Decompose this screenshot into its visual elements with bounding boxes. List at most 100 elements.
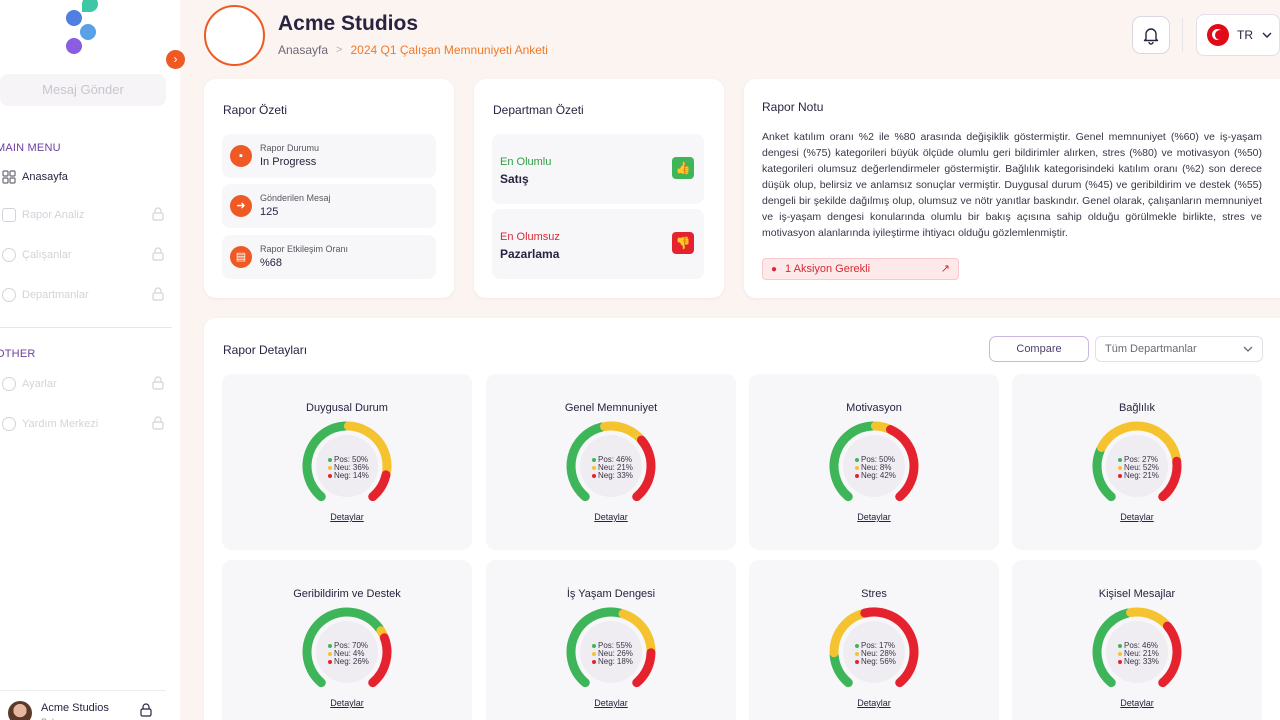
legend-neu: Neu: 21% bbox=[592, 464, 633, 472]
legend-label: Pos: bbox=[598, 455, 615, 464]
report-summary-card: Rapor Özeti ▪ Rapor Durumu In Progress ➜… bbox=[204, 79, 454, 298]
gauge-legend: Pos: 55% Neu: 26% Neg: 18% bbox=[592, 642, 633, 666]
summary-item-engagement: ▤ Rapor Etkileşim Oranı %68 bbox=[222, 235, 436, 279]
gauge-title: Duygusal Durum bbox=[306, 402, 388, 414]
gauge-arc-positive bbox=[302, 421, 351, 502]
legend-neg: Neg: 33% bbox=[1118, 658, 1159, 666]
user-profile[interactable]: Acme Studios Bale bbox=[0, 690, 166, 720]
notifications-button[interactable] bbox=[1132, 16, 1170, 54]
sidebar-item-anasayfa[interactable]: Anasayfa bbox=[0, 166, 172, 188]
chevron-down-icon bbox=[1262, 32, 1272, 38]
gauge-card: Genel Memnuniyet Pos: 46% Neu: 21% Neg: 33% Det… bbox=[486, 374, 736, 550]
report-details-card: Rapor Detayları Compare Tüm Departmanlar… bbox=[204, 318, 1280, 720]
legend-pos: Pos: 46% bbox=[1118, 642, 1159, 650]
sidebar-item-label: Departmanlar bbox=[22, 289, 89, 301]
legend-neu: Neu: 36% bbox=[328, 464, 369, 472]
sidebar-item-departmanlar[interactable]: Departmanlar bbox=[0, 284, 172, 306]
legend-dot-neu bbox=[328, 466, 332, 470]
legend-value: 33% bbox=[1142, 657, 1159, 666]
sidebar-item-label: Ayarlar bbox=[22, 378, 57, 390]
details-link[interactable]: Detaylar bbox=[857, 698, 891, 708]
sidebar-item-rapor-analiz[interactable]: Rapor Analiz bbox=[0, 204, 172, 226]
language-selector[interactable]: TR bbox=[1196, 14, 1280, 56]
sidebar-item-yardim-merkezi[interactable]: Yardım Merkezi bbox=[0, 413, 172, 435]
summary-value: 125 bbox=[260, 206, 279, 218]
gauge-center bbox=[580, 435, 642, 497]
company-logo bbox=[204, 5, 265, 66]
grid-icon bbox=[2, 170, 16, 184]
legend-label: Neg: bbox=[1124, 471, 1141, 480]
bell-icon bbox=[1143, 28, 1159, 45]
header-divider bbox=[1182, 18, 1183, 52]
legend-neg: Neg: 14% bbox=[328, 472, 369, 480]
thumbs-down-icon: 👎 bbox=[672, 232, 694, 254]
legend-label: Pos: bbox=[334, 455, 351, 464]
details-link[interactable]: Detaylar bbox=[594, 512, 628, 522]
legend-pos: Pos: 55% bbox=[592, 642, 633, 650]
department-select[interactable]: Tüm Departmanlar bbox=[1095, 336, 1263, 362]
breadcrumb-home[interactable]: Anasayfa bbox=[278, 43, 329, 57]
breadcrumb-current: 2024 Q1 Çalışan Memnuniyeti Anketi bbox=[350, 43, 548, 57]
gauge-title: İş Yaşam Dengesi bbox=[566, 588, 656, 600]
gauge-arc-neutral bbox=[600, 421, 645, 443]
gauge-title: Bağlılık bbox=[1118, 402, 1156, 414]
legend-dot-neg bbox=[855, 660, 859, 664]
thumbs-up-icon: 👍 bbox=[672, 157, 694, 179]
details-link[interactable]: Detaylar bbox=[857, 512, 891, 522]
legend-label: Neu: bbox=[1124, 463, 1141, 472]
legend-label: Neg: bbox=[334, 657, 351, 666]
send-message-button[interactable]: Mesaj Gönder bbox=[0, 74, 166, 106]
gauge-card: Bağlılık Pos: 27% Neu: 52% Neg: 21% Detaylar bbox=[1012, 374, 1262, 550]
legend-label: Neg: bbox=[861, 471, 878, 480]
gauge-arc-negative bbox=[886, 425, 919, 502]
gauge-arc-negative bbox=[860, 607, 919, 688]
details-link[interactable]: Detaylar bbox=[1120, 698, 1154, 708]
gauge-title: Geribildirim ve Destek bbox=[293, 588, 401, 600]
report-note-card: Rapor Notu Anket katılım oranı %2 ile %8… bbox=[744, 79, 1280, 298]
action-required-button[interactable]: ● 1 Aksiyon Gerekli ↗ bbox=[762, 258, 959, 280]
gauge-arc-positive bbox=[829, 421, 878, 502]
sidebar-item-calisanlar[interactable]: Çalışanlar bbox=[0, 244, 172, 266]
details-link[interactable]: Detaylar bbox=[330, 698, 364, 708]
action-label: 1 Aksiyon Gerekli bbox=[785, 263, 871, 275]
gauge-chart bbox=[829, 421, 919, 502]
gauge-chart bbox=[566, 421, 656, 502]
legend-label: Neu: bbox=[861, 649, 878, 658]
legend-dot-neu bbox=[855, 652, 859, 656]
lock-icon bbox=[140, 703, 152, 717]
legend-value: 21% bbox=[1142, 649, 1159, 658]
legend-dot-pos bbox=[592, 458, 596, 462]
report-note-text: Anket katılım oranı %2 ile %80 arasında … bbox=[762, 131, 1262, 239]
legend-value: 8% bbox=[879, 463, 892, 472]
gauge-title: Stres bbox=[861, 588, 887, 600]
legend-value: 14% bbox=[352, 471, 369, 480]
legend-dot-neu bbox=[855, 466, 859, 470]
gauge-center bbox=[1106, 621, 1168, 683]
status-icon: ▪ bbox=[230, 145, 252, 167]
summary-item-sent: ➜ Gönderilen Mesaj 125 bbox=[222, 184, 436, 228]
lock-icon bbox=[152, 376, 164, 390]
chevron-down-icon bbox=[1243, 346, 1253, 352]
sidebar-collapse-button[interactable]: › bbox=[166, 50, 185, 69]
legend-label: Neu: bbox=[598, 463, 615, 472]
legend-value: 28% bbox=[879, 649, 896, 658]
legend-dot-neu bbox=[592, 466, 596, 470]
gauge-card: Duygusal Durum Pos: 50% Neu: 36% Neg: 14% Detay… bbox=[222, 374, 472, 550]
legend-pos: Pos: 17% bbox=[855, 642, 896, 650]
legend-dot-pos bbox=[328, 644, 332, 648]
legend-label: Neu: bbox=[334, 649, 351, 658]
legend-value: 36% bbox=[352, 463, 369, 472]
legend-dot-pos bbox=[1118, 458, 1122, 462]
legend-dot-neu bbox=[1118, 652, 1122, 656]
details-link[interactable]: Detaylar bbox=[330, 512, 364, 522]
gauge-arc-neutral bbox=[1126, 607, 1171, 629]
details-link[interactable]: Detaylar bbox=[594, 698, 628, 708]
summary-label: Rapor Etkileşim Oranı bbox=[260, 244, 349, 254]
gauge-title: Kişisel Mesajlar bbox=[1098, 588, 1176, 600]
report-details-title: Rapor Detayları bbox=[223, 343, 308, 357]
legend-pos: Pos: 27% bbox=[1118, 456, 1159, 464]
summary-value: %68 bbox=[260, 257, 283, 269]
compare-button[interactable]: Compare bbox=[989, 336, 1089, 362]
details-link[interactable]: Detaylar bbox=[1120, 512, 1154, 522]
sidebar-item-ayarlar[interactable]: Ayarlar bbox=[0, 373, 172, 395]
